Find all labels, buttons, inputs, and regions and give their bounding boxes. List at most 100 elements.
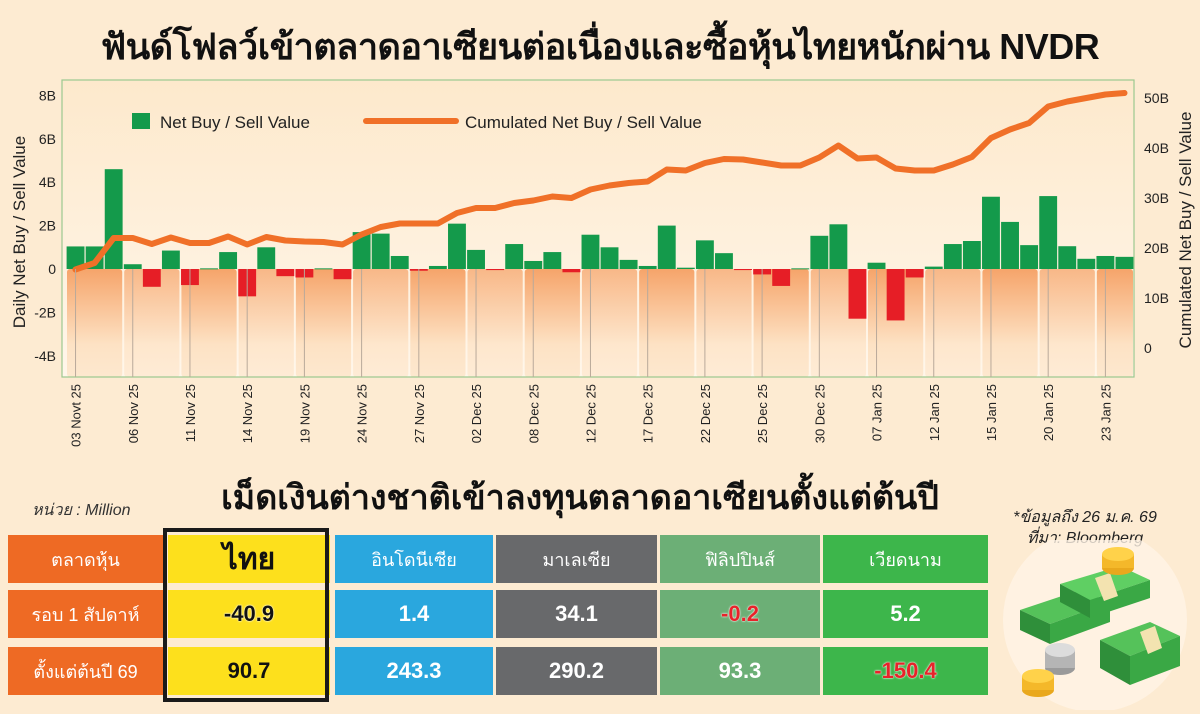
band [1039,269,1095,377]
table-cell: -150.4 [823,647,988,695]
bar [1020,245,1039,269]
band [753,269,809,377]
bar [924,266,943,269]
bar [257,247,276,269]
x-tick-label: 12 Dec 25 [583,384,598,443]
bar [161,250,180,269]
x-tick-label: 17 Dec 25 [641,384,656,443]
y-right-tick-label: 20B [1144,240,1169,256]
y-axis-left-label: Daily Net Buy / Sell Value [10,136,29,328]
bar [505,244,524,269]
bar [810,235,829,269]
bar [314,268,333,270]
x-tick-label: 08 Dec 25 [526,384,541,443]
column-header: เวียดนาม [823,535,988,583]
legend-bar-swatch [132,113,150,129]
bar [943,244,962,269]
x-tick-label: 30 Dec 25 [812,384,827,443]
bar [276,269,295,277]
x-tick-label: 11 Nov 25 [183,384,198,442]
x-tick-label: 15 Jan 25 [984,384,999,441]
legend-bar-label: Net Buy / Sell Value [160,113,310,132]
table-cell: -0.2 [660,590,820,638]
table-cell: 5.2 [823,590,988,638]
band [982,269,1038,377]
band [467,269,523,377]
bar [962,241,981,269]
plot-border [61,79,1135,378]
bar [829,224,848,269]
y-left-tick-label: 8B [39,87,56,103]
bar [219,252,238,269]
row-label: รอบ 1 สัปดาห์ [8,590,163,638]
bar [333,269,352,280]
column-header: มาเลเซีย [496,535,657,583]
bar [200,268,218,270]
bar [390,255,409,269]
bar [352,232,371,269]
y-right-tick-label: 10B [1144,290,1169,306]
bar [734,269,752,271]
bar [467,249,485,269]
bar [66,246,85,269]
bar [371,233,390,269]
bar [1096,255,1115,269]
bar [886,269,905,321]
band [1096,269,1133,377]
bar [1001,221,1019,269]
table-title: เม็ดเงินต่างชาติเข้าลงทุนตลาดอาเซียนตั้ง… [221,479,939,517]
x-tick-label: 27 Nov 25 [412,384,427,443]
y-left-tick-label: 0 [48,261,56,277]
y-right-tick-label: 30B [1144,190,1169,206]
bar [905,269,924,278]
x-tick-label: 14 Nov 25 [240,384,255,443]
bar [982,196,1000,269]
column-header: ตลาดหุ้น [8,535,163,583]
band [181,269,237,377]
x-tick-label: 07 Jan 25 [870,384,885,441]
band [67,269,123,377]
bar [715,253,733,269]
bar [676,267,695,269]
band [295,269,352,377]
row-label: ตั้งแต่ต้นปี 69 [8,647,163,695]
data-date-note: *ข้อมูลถึง 26 ม.ค. 69 [1013,509,1157,526]
bar [486,269,505,271]
y-axis-right-label: Cumulated Net Buy / Sell Value [1176,112,1195,349]
bar [581,234,600,269]
bar [1039,196,1058,269]
bar [1115,256,1134,269]
bar [619,259,638,269]
bar [1058,246,1077,269]
table-cell: 90.7 [168,647,330,695]
table-cell: 1.4 [335,590,493,638]
bar [695,240,714,269]
band [524,269,580,377]
y-left-tick-label: -2B [34,304,56,320]
band [410,269,466,377]
bar [657,225,676,269]
thai-highlight-box [163,528,329,702]
x-tick-label: 12 Jan 25 [927,384,942,441]
x-tick-label: 06 Nov 25 [126,384,141,443]
x-tick-label: 23 Jan 25 [1098,384,1113,441]
x-tick-label: 22 Dec 25 [698,384,713,443]
y-right-tick-label: 50B [1144,90,1169,106]
band [639,269,695,377]
money-stack-icon [1003,540,1187,710]
bar [600,247,619,269]
y-right-tick-label: 0 [1144,340,1152,356]
bar [524,260,543,269]
band [353,269,409,377]
bar [123,264,142,269]
legend-line-label: Cumulated Net Buy / Sell Value [465,113,702,132]
table-cell: 290.2 [496,647,657,695]
band [124,269,180,377]
table-cell: -40.9 [168,590,330,638]
bar [791,268,810,270]
bar [1077,258,1096,269]
column-header: ฟิลิปปินส์ [660,535,820,583]
band [868,269,924,377]
x-tick-label: 20 Jan 25 [1041,384,1056,441]
bar [562,269,581,273]
